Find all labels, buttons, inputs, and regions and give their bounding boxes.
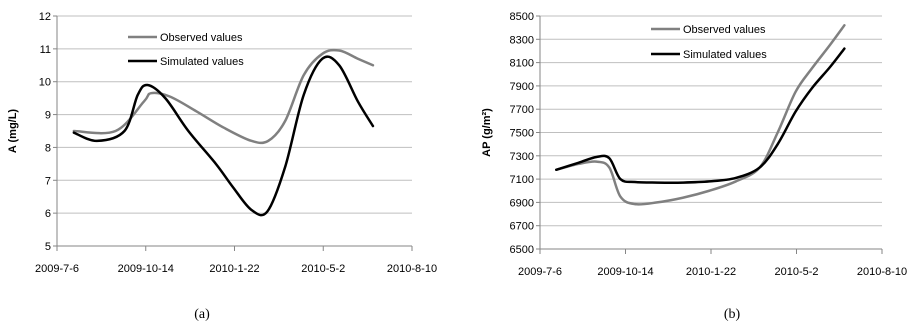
x-tick-label: 2010-1-22: [209, 263, 259, 275]
y-tick-label: 7900: [510, 81, 534, 93]
legend-label: Observed values: [160, 32, 243, 44]
x-tick-label: 2009-7-6: [518, 266, 562, 278]
y-tick-label: 7300: [510, 151, 534, 163]
y-tick-label: 8500: [510, 11, 534, 23]
x-tick-label: 2010-8-10: [857, 266, 907, 278]
x-tick-label: 2009-10-14: [118, 263, 174, 275]
y-tick-label: 7: [45, 175, 51, 187]
y-tick-label: 10: [39, 77, 51, 89]
y-tick-label: 7100: [510, 174, 534, 186]
y-tick-label: 6700: [510, 221, 534, 233]
x-tick-label: 2009-10-14: [597, 266, 653, 278]
x-tick-label: 2010-5-2: [774, 266, 818, 278]
y-axis-label: A (mg/L): [7, 109, 19, 154]
legend-label: Simulated values: [683, 49, 767, 61]
figure-caption: (b): [724, 307, 741, 322]
chart-panel-2: 6500 6700 6900 7100 7300 7500 7700 7900 8100 8300…: [481, 11, 907, 322]
chart-panel-1: 5 6 7 8 9 10 11 12 2009-7-6 2009-10-14 2010-1-22 20…: [7, 11, 437, 322]
y-tick-label: 12: [39, 11, 51, 23]
legend-label: Observed values: [683, 24, 766, 36]
y-tick-label: 6500: [510, 244, 534, 256]
y-tick-label: 6900: [510, 197, 534, 209]
y-tick-label: 11: [40, 44, 51, 56]
series-line-simulated-values: [555, 47, 846, 184]
x-tick-label: 2009-7-6: [35, 263, 79, 275]
y-axis-label: AP (g/m²): [481, 108, 493, 157]
x-tick-label: 2010-1-22: [686, 266, 736, 278]
y-tick-label: 9: [45, 110, 51, 122]
series-line-simulated-values: [72, 55, 375, 217]
y-tick-label: 7700: [510, 104, 534, 116]
x-tick-label: 2010-5-2: [301, 263, 345, 275]
series-line-observed-values: [555, 24, 846, 206]
series-line-observed-values: [72, 48, 375, 145]
figure-caption: (a): [194, 307, 210, 322]
x-tick-label: 2010-8-10: [387, 263, 437, 275]
y-tick-label: 8300: [510, 34, 534, 46]
y-tick-label: 7500: [510, 128, 534, 140]
y-tick-label: 6: [45, 208, 51, 220]
y-tick-label: 8100: [510, 58, 534, 70]
y-tick-label: 8: [45, 142, 51, 154]
y-tick-label: 5: [45, 241, 51, 253]
legend-label: Simulated values: [160, 56, 244, 68]
